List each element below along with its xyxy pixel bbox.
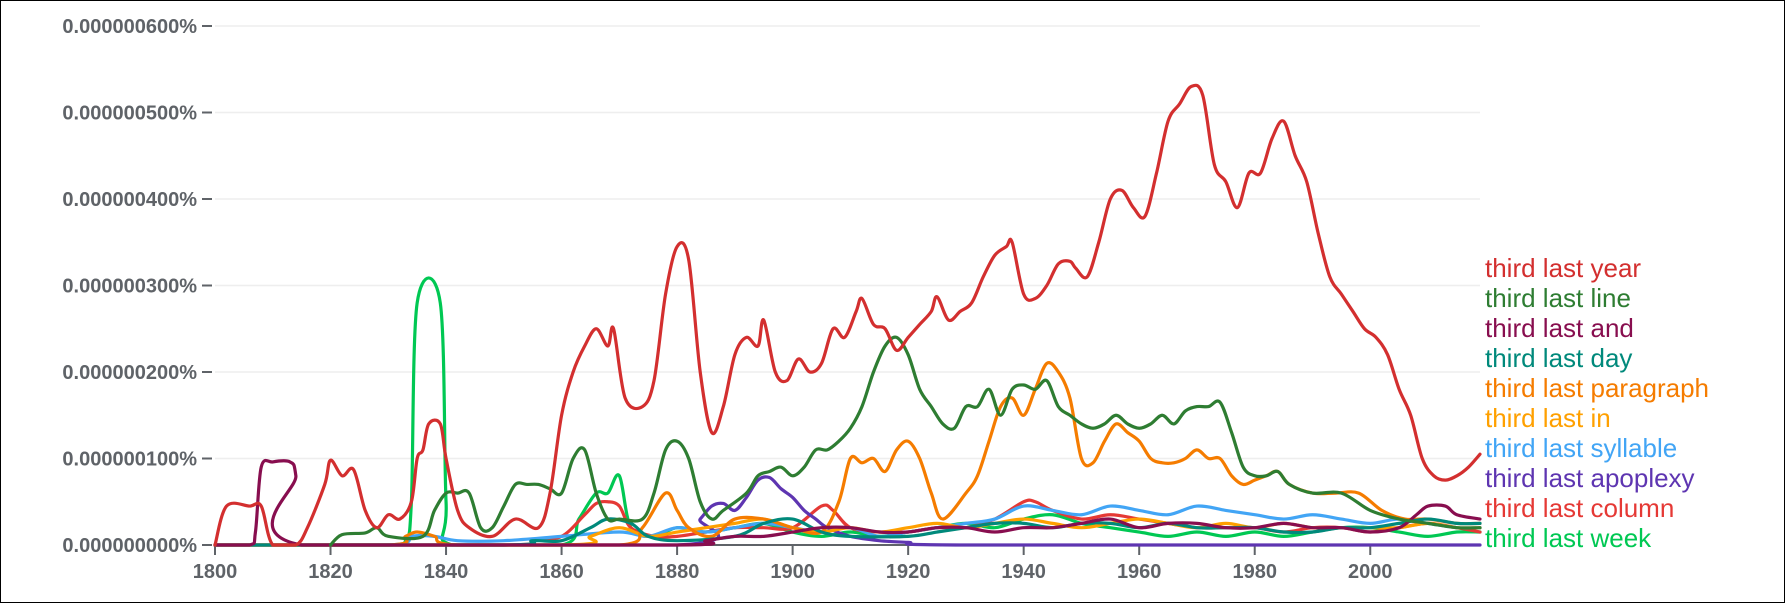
- legend-entry-third-last-and[interactable]: third last and: [1485, 313, 1634, 343]
- x-tick-label: 2000: [1348, 561, 1393, 583]
- y-tick-label: 0.000000500%: [62, 103, 197, 125]
- legend-entry-third-last-apoplexy[interactable]: third last apoplexy: [1485, 463, 1695, 493]
- x-tick-label: 1820: [308, 561, 353, 583]
- y-tick-label: 0.000000400%: [62, 189, 197, 211]
- x-tick-label: 1860: [539, 561, 584, 583]
- x-tick-label: 1880: [655, 561, 700, 583]
- y-tick-label: 0.000000100%: [62, 449, 197, 471]
- series-line-third-last-apoplexy[interactable]: [213, 475, 1482, 547]
- series-lines: [213, 83, 1482, 547]
- y-tick-label: 0.000000000%: [62, 535, 197, 557]
- y-tick-label: 0.000000300%: [62, 276, 197, 298]
- legend-entry-third-last-year[interactable]: third last year: [1485, 253, 1641, 283]
- series-line-third-last-year[interactable]: [213, 83, 1482, 547]
- x-tick-label: 1960: [1117, 561, 1162, 583]
- x-tick-label: 1940: [1001, 561, 1046, 583]
- y-axis: 0.000000000% 0.000000100% 0.000000200% 0.00…: [62, 16, 212, 557]
- x-tick-label: 1900: [770, 561, 815, 583]
- x-tick-label: 1840: [424, 561, 469, 583]
- legend-entry-third-last-column[interactable]: third last column: [1485, 493, 1674, 523]
- legend-entry-third-last-line[interactable]: third last line: [1485, 283, 1631, 313]
- y-tick-label: 0.000000200%: [62, 362, 197, 384]
- x-tick-label: 1800: [193, 561, 238, 583]
- x-tick-label: 1920: [886, 561, 931, 583]
- grid-lines: [215, 25, 1480, 460]
- x-axis: 1800 1820 1840 1860 1880 1900 1920 1940 1960 1980…: [193, 544, 1480, 583]
- series-line-third-last-day[interactable]: [213, 517, 1482, 547]
- legend-entry-third-last-week[interactable]: third last week: [1485, 523, 1652, 553]
- x-tick-label: 1980: [1232, 561, 1277, 583]
- legend-entry-third-last-day[interactable]: third last day: [1485, 343, 1632, 373]
- legend-entry-third-last-syllable[interactable]: third last syllable: [1485, 433, 1677, 463]
- series-line-third-last-and[interactable]: [213, 458, 1482, 547]
- legend-entry-third-last-paragraph[interactable]: third last paragraph: [1485, 373, 1709, 403]
- y-tick-label: 0.000000600%: [62, 16, 197, 38]
- series-line-third-last-line[interactable]: [328, 335, 1482, 547]
- series-line-third-last-week[interactable]: [213, 276, 1482, 547]
- legend-entry-third-last-in[interactable]: third last in: [1485, 403, 1611, 433]
